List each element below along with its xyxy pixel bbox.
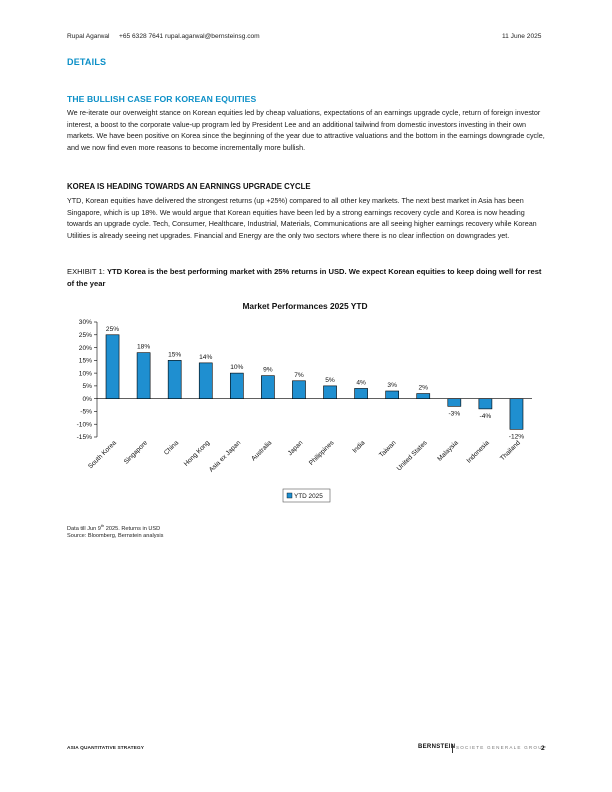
bar-australia (261, 375, 275, 399)
y-tick-label: 5% (82, 383, 92, 390)
header-contact: +65 6328 7641 rupal.agarwal@bernsteinsg.… (119, 33, 260, 40)
page-number: 2 (541, 745, 545, 752)
bar-thailand (509, 398, 524, 430)
y-tick-label: 30% (79, 319, 92, 326)
body-paragraph: YTD, Korean equities have delivered the … (67, 196, 537, 240)
bar-philippines (323, 385, 337, 399)
bar-india (354, 388, 368, 399)
intro-paragraph: We re-iterate our overweight stance on K… (67, 108, 545, 152)
bar-japan (292, 380, 306, 399)
bar-value-label: 9% (263, 367, 273, 374)
bar-value-label: 14% (199, 354, 212, 361)
x-category-label: Taiwan (378, 439, 398, 459)
x-category-label: Philippines (308, 439, 336, 467)
header-date: 11 June 2025 (502, 33, 542, 40)
bar-malaysia (447, 398, 462, 407)
bar-value-label: 3% (387, 382, 397, 389)
legend-swatch (286, 492, 293, 499)
exhibit-title: YTD Korea is the best performing market … (67, 267, 542, 288)
data-note-text: Data till Jun 9 (67, 525, 101, 532)
x-category-label: China (163, 439, 180, 456)
bar-value-label: 4% (356, 379, 366, 386)
bar-asia-ex-japan (229, 372, 244, 399)
bar-value-label: 7% (294, 372, 304, 379)
y-tick-label: 0% (82, 396, 92, 403)
legend-label: YTD 2025 (294, 493, 323, 500)
source-note: Source: Bloomberg, Bernstein analysis (67, 533, 164, 539)
x-category-label: Malaysia (436, 439, 460, 463)
x-category-label: India (351, 439, 366, 454)
exhibit-label: EXHIBIT 1: (67, 267, 105, 276)
bar-taiwan (385, 390, 400, 399)
bar-value-label: 2% (418, 385, 428, 392)
chart-bars: 25% South Korea 18% Singapore 15% China 14% Hon… (87, 326, 524, 474)
section-label: DETAILS (67, 57, 107, 67)
bar-value-label: 25% (106, 326, 119, 333)
y-tick-label: -10% (77, 421, 93, 428)
x-category-label: Hong Kong (183, 439, 212, 468)
bar-indonesia (478, 398, 493, 410)
footer-brand-sub: SOCIETE GENERALE GROUP (456, 745, 547, 750)
bar-value-label: 10% (230, 364, 243, 371)
x-category-label: United States (396, 439, 429, 472)
x-category-label: Japan (287, 439, 305, 457)
chart-legend: YTD 2025 (282, 488, 331, 503)
chart-title: Market Performances 2025 YTD (242, 301, 367, 311)
bar-china (167, 360, 182, 399)
y-tick-label: 25% (79, 332, 92, 339)
bar-singapore (136, 352, 151, 399)
footer-brand: BERNSTEIN (418, 744, 456, 750)
section-title: THE BULLISH CASE FOR KOREAN EQUITIES (67, 94, 257, 104)
bar-value-label: -12% (509, 433, 525, 440)
x-category-label: South Korea (87, 439, 118, 470)
subheading: KOREA IS HEADING TOWARDS AN EARNINGS UPG… (67, 182, 311, 191)
y-tick-label: -5% (80, 409, 92, 416)
y-tick-label: 20% (79, 345, 92, 352)
bar-hong-kong (198, 362, 213, 399)
data-note: Data till Jun 9th 2025. Returns in USD (67, 523, 160, 532)
data-note-text-end: 2025. Returns in USD (104, 525, 161, 532)
y-tick-label: 10% (79, 370, 92, 377)
y-tick-label: 15% (79, 358, 92, 365)
bar-united-states (416, 393, 431, 399)
bar-value-label: -4% (480, 413, 492, 420)
bar-south-korea (105, 334, 120, 399)
x-category-label: Singapore (123, 439, 149, 465)
data-note-sup: th (100, 523, 105, 528)
x-category-label: Thailand (499, 439, 522, 462)
header-author: Rupal Agarwal (67, 33, 110, 40)
footer-report-name: ASIA QUANTITATIVE STRATEGY (67, 746, 145, 751)
x-category-label: Asia ex Japan (208, 439, 242, 473)
footer-divider (452, 744, 453, 753)
legend-box (282, 488, 331, 503)
y-tick-label: -15% (77, 434, 93, 441)
bar-value-label: 15% (168, 351, 181, 358)
bar-value-label: 5% (325, 377, 335, 384)
x-category-label: Australia (250, 439, 273, 462)
bar-value-label: -3% (448, 410, 460, 417)
bar-value-label: 18% (137, 344, 150, 351)
x-category-label: Indonesia (466, 439, 491, 464)
performance-chart: Market Performances 2025 YTD 30% 25% 20% 15… (77, 301, 532, 503)
exhibit-caption: EXHIBIT 1: YTD Korea is the best perform… (67, 266, 547, 289)
